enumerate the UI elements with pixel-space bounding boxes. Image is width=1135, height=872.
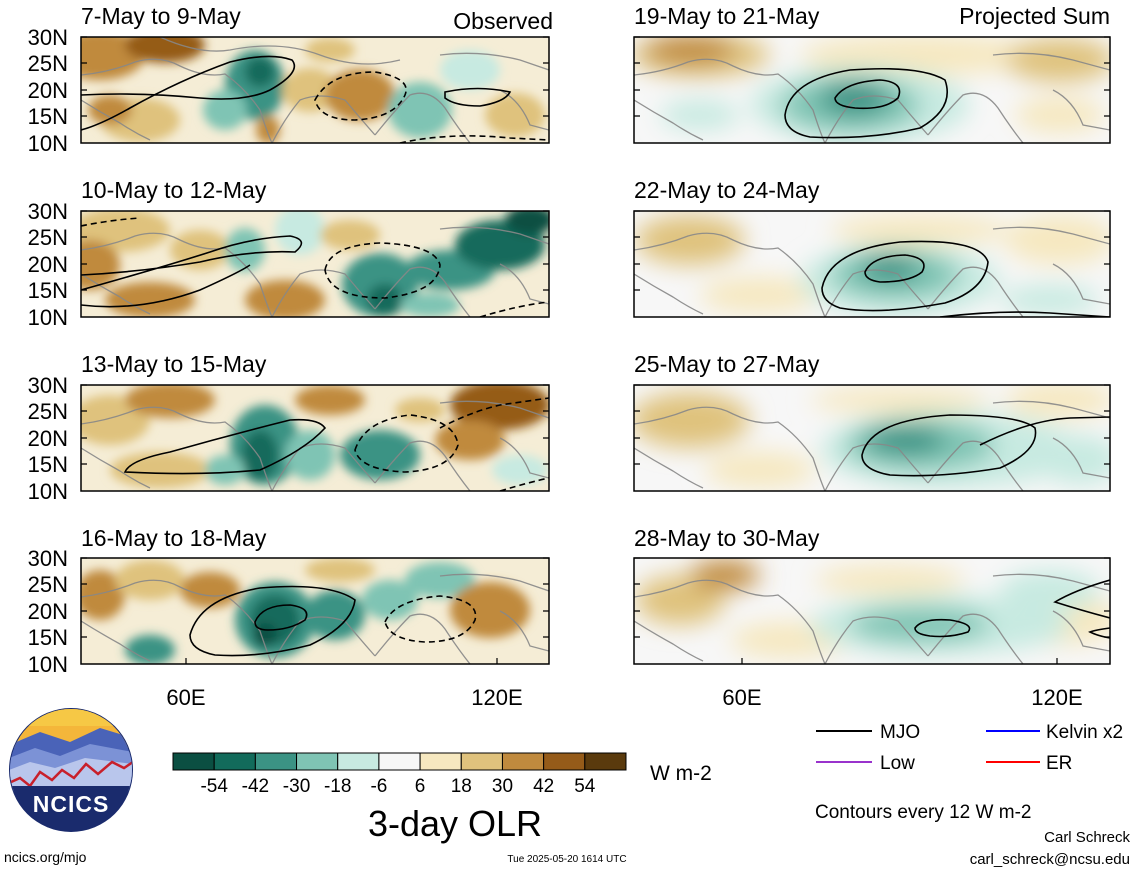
wave-legend: MJO Kelvin x2 Low ER bbox=[816, 722, 1123, 774]
colorbar bbox=[172, 752, 627, 771]
lat-label: 30N bbox=[28, 199, 68, 224]
legend-label-er: ER bbox=[1046, 753, 1072, 774]
olr-map-panel bbox=[81, 558, 549, 664]
lon-axis: 60E 120E 60E 120E bbox=[166, 685, 1082, 710]
tick-marks bbox=[81, 36, 1110, 664]
ncics-logo: NCICS bbox=[9, 708, 133, 832]
panel-title: 16-May to 18-May bbox=[81, 525, 267, 551]
legend-label-mjo: MJO bbox=[880, 722, 920, 743]
lat-axis-left: 30N 25N 20N 15N 10N 30N 25N 20N 15N 10N … bbox=[28, 25, 68, 677]
footer-site[interactable]: ncics.org/mjo bbox=[4, 849, 87, 865]
lat-label: 25N bbox=[28, 572, 68, 597]
colorbar-swatch bbox=[501, 752, 545, 771]
olr-map-panel bbox=[634, 385, 1110, 491]
legend-label-low: Low bbox=[880, 753, 915, 774]
panel-title: 28-May to 30-May bbox=[634, 525, 820, 551]
panel-title: 25-May to 27-May bbox=[634, 351, 820, 377]
olr-map-panel bbox=[634, 211, 1110, 317]
colorbar-swatch bbox=[584, 752, 627, 771]
colorbar-title: 3-day OLR bbox=[368, 803, 542, 844]
lon-label-60e-right: 60E bbox=[722, 685, 761, 710]
panel-title: 13-May to 15-May bbox=[81, 351, 267, 377]
colorbar-ticks: -54 -42 -30 -18 -6 6 18 30 42 54 bbox=[200, 776, 595, 797]
footer-author: Carl Schreck bbox=[1044, 829, 1130, 846]
colorbar-tick-label: -30 bbox=[283, 776, 310, 797]
lat-label: 15N bbox=[28, 104, 68, 129]
colorbar-tick-label: -42 bbox=[242, 776, 269, 797]
colorbar-swatch bbox=[419, 752, 462, 771]
olr-map-panel bbox=[81, 211, 549, 317]
logo-text: NCICS bbox=[33, 791, 110, 817]
lat-label: 20N bbox=[28, 78, 68, 103]
olr-map-panel bbox=[81, 37, 549, 143]
contour-note: Contours every 12 W m-2 bbox=[815, 802, 1031, 823]
colorbar-swatch bbox=[378, 752, 421, 771]
lat-label: 25N bbox=[28, 399, 68, 424]
panel-title: 7-May to 9-May bbox=[81, 3, 241, 29]
lat-label: 10N bbox=[28, 652, 68, 677]
lat-label: 20N bbox=[28, 599, 68, 624]
lat-label: 30N bbox=[28, 546, 68, 571]
lat-label: 30N bbox=[28, 25, 68, 50]
colorbar-swatch bbox=[296, 752, 339, 771]
lat-label: 20N bbox=[28, 252, 68, 277]
observed-header: Observed bbox=[453, 8, 553, 34]
colorbar-tick-label: 42 bbox=[533, 776, 554, 797]
colorbar-tick-label: 18 bbox=[451, 776, 472, 797]
lat-label: 10N bbox=[28, 131, 68, 156]
lon-label-120e-left: 120E bbox=[471, 685, 522, 710]
projected-header: Projected Sum bbox=[959, 3, 1110, 29]
olr-map-panel bbox=[634, 37, 1110, 143]
olr-map-panel bbox=[81, 385, 549, 491]
lat-label: 15N bbox=[28, 625, 68, 650]
colorbar-swatch bbox=[337, 752, 380, 771]
colorbar-swatch bbox=[543, 752, 586, 771]
colorbar-tick-label: 30 bbox=[492, 776, 513, 797]
colorbar-tick-label: 54 bbox=[574, 776, 596, 797]
footer-timestamp: Tue 2025-05-20 1614 UTC bbox=[507, 854, 626, 865]
colorbar-tick-label: -6 bbox=[370, 776, 387, 797]
lat-label: 30N bbox=[28, 373, 68, 398]
lat-label: 10N bbox=[28, 305, 68, 330]
lon-label-120e-right: 120E bbox=[1031, 685, 1082, 710]
panel-title: 10-May to 12-May bbox=[81, 177, 267, 203]
colorbar-swatch bbox=[254, 752, 298, 771]
colorbar-swatch bbox=[213, 752, 256, 771]
colorbar-tick-label: -54 bbox=[200, 776, 228, 797]
colorbar-units: W m-2 bbox=[650, 762, 712, 785]
lon-label-60e-left: 60E bbox=[166, 685, 205, 710]
legend-label-kelvin: Kelvin x2 bbox=[1046, 722, 1123, 743]
olr-map-panel bbox=[634, 558, 1110, 664]
lat-label: 20N bbox=[28, 426, 68, 451]
colorbar-swatch bbox=[460, 752, 503, 771]
lat-label: 25N bbox=[28, 225, 68, 250]
colorbar-tick-label: 6 bbox=[415, 776, 426, 797]
panel-title: 22-May to 24-May bbox=[634, 177, 820, 203]
lat-label: 15N bbox=[28, 278, 68, 303]
lat-label: 15N bbox=[28, 452, 68, 477]
lat-label: 10N bbox=[28, 479, 68, 504]
colorbar-swatch bbox=[172, 752, 215, 771]
footer-email: carl_schreck@ncsu.edu bbox=[970, 851, 1130, 868]
lat-label: 25N bbox=[28, 51, 68, 76]
panel-title: 19-May to 21-May bbox=[634, 3, 820, 29]
colorbar-tick-label: -18 bbox=[324, 776, 351, 797]
